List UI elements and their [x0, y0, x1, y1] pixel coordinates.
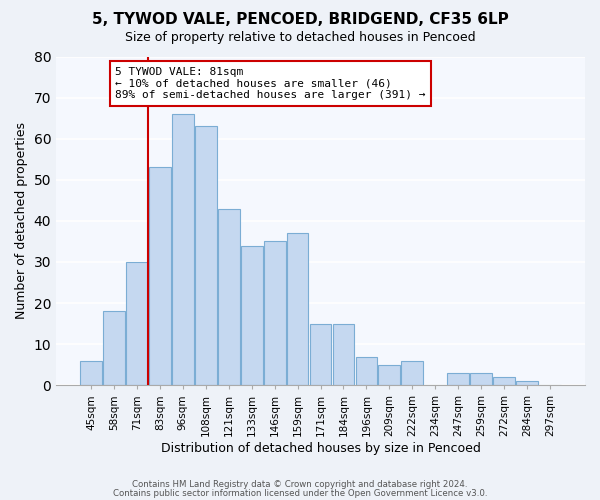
Text: Contains HM Land Registry data © Crown copyright and database right 2024.: Contains HM Land Registry data © Crown c… — [132, 480, 468, 489]
Bar — [195, 126, 217, 386]
Bar — [401, 360, 423, 386]
X-axis label: Distribution of detached houses by size in Pencoed: Distribution of detached houses by size … — [161, 442, 481, 455]
Bar — [241, 246, 263, 386]
Bar — [126, 262, 148, 386]
Bar — [80, 360, 102, 386]
Text: 5 TYWOD VALE: 81sqm
← 10% of detached houses are smaller (46)
89% of semi-detach: 5 TYWOD VALE: 81sqm ← 10% of detached ho… — [115, 67, 425, 100]
Text: Contains public sector information licensed under the Open Government Licence v3: Contains public sector information licen… — [113, 489, 487, 498]
Bar — [516, 381, 538, 386]
Bar — [470, 373, 492, 386]
Bar — [264, 242, 286, 386]
Bar — [172, 114, 194, 386]
Bar — [356, 356, 377, 386]
Bar — [493, 377, 515, 386]
Bar — [448, 373, 469, 386]
Bar — [332, 324, 355, 386]
Bar — [218, 208, 239, 386]
Bar — [310, 324, 331, 386]
Text: Size of property relative to detached houses in Pencoed: Size of property relative to detached ho… — [125, 31, 475, 44]
Bar — [379, 364, 400, 386]
Bar — [149, 168, 171, 386]
Bar — [103, 312, 125, 386]
Y-axis label: Number of detached properties: Number of detached properties — [15, 122, 28, 320]
Text: 5, TYWOD VALE, PENCOED, BRIDGEND, CF35 6LP: 5, TYWOD VALE, PENCOED, BRIDGEND, CF35 6… — [92, 12, 508, 28]
Bar — [287, 233, 308, 386]
